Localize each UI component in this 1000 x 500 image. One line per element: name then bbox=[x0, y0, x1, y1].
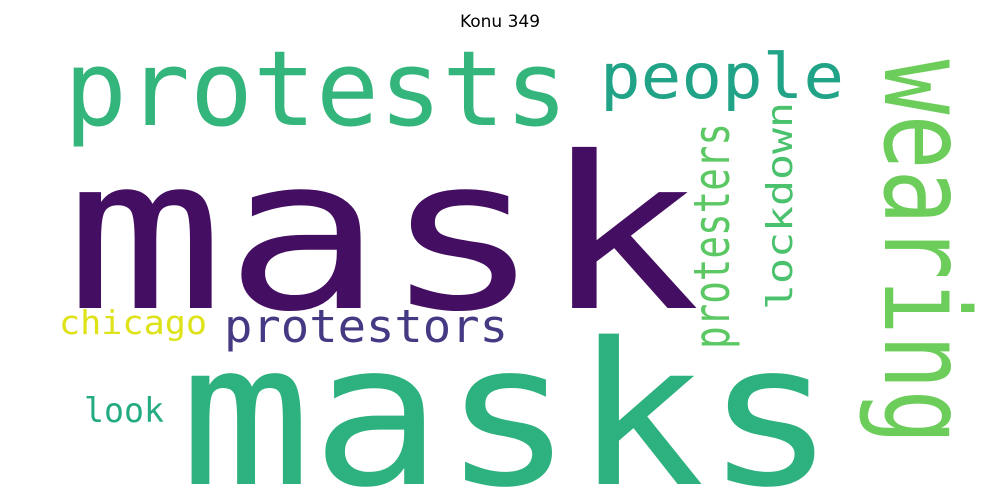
word-people: wearing bbox=[857, 60, 995, 445]
word-wearing: people bbox=[600, 40, 844, 113]
word-protesters: protestors bbox=[224, 300, 508, 353]
word-masks: masks bbox=[180, 300, 836, 500]
word-lockdown: protesters bbox=[683, 123, 741, 349]
word-chicago: chicago bbox=[59, 303, 207, 342]
word-protestors: lockdown bbox=[760, 102, 801, 310]
word-mask: mask bbox=[66, 111, 701, 358]
plot-title: Konu 349 bbox=[459, 12, 541, 32]
word-protests: protests bbox=[64, 28, 568, 150]
word-look: look bbox=[84, 391, 164, 431]
